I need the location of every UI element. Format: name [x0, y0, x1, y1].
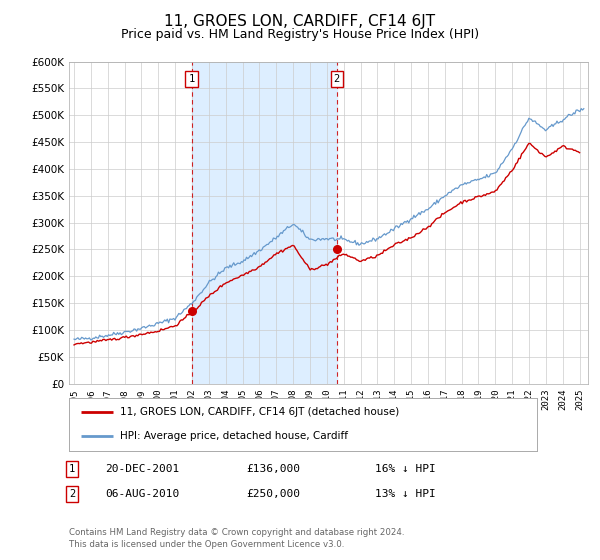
Text: £136,000: £136,000: [246, 464, 300, 474]
Text: 2: 2: [69, 489, 75, 499]
Text: Contains HM Land Registry data © Crown copyright and database right 2024.: Contains HM Land Registry data © Crown c…: [69, 528, 404, 536]
Text: 16% ↓ HPI: 16% ↓ HPI: [375, 464, 436, 474]
Text: 1: 1: [69, 464, 75, 474]
Text: 11, GROES LON, CARDIFF, CF14 6JT (detached house): 11, GROES LON, CARDIFF, CF14 6JT (detach…: [121, 407, 400, 417]
Text: Price paid vs. HM Land Registry's House Price Index (HPI): Price paid vs. HM Land Registry's House …: [121, 28, 479, 41]
Text: 20-DEC-2001: 20-DEC-2001: [105, 464, 179, 474]
Text: 1: 1: [188, 74, 194, 85]
Text: 11, GROES LON, CARDIFF, CF14 6JT: 11, GROES LON, CARDIFF, CF14 6JT: [164, 14, 436, 29]
Text: 2: 2: [334, 74, 340, 85]
Bar: [191, 62, 337, 384]
Text: HPI: Average price, detached house, Cardiff: HPI: Average price, detached house, Card…: [121, 431, 349, 441]
Text: £250,000: £250,000: [246, 489, 300, 499]
Text: 06-AUG-2010: 06-AUG-2010: [105, 489, 179, 499]
Text: This data is licensed under the Open Government Licence v3.0.: This data is licensed under the Open Gov…: [69, 540, 344, 549]
Text: 13% ↓ HPI: 13% ↓ HPI: [375, 489, 436, 499]
